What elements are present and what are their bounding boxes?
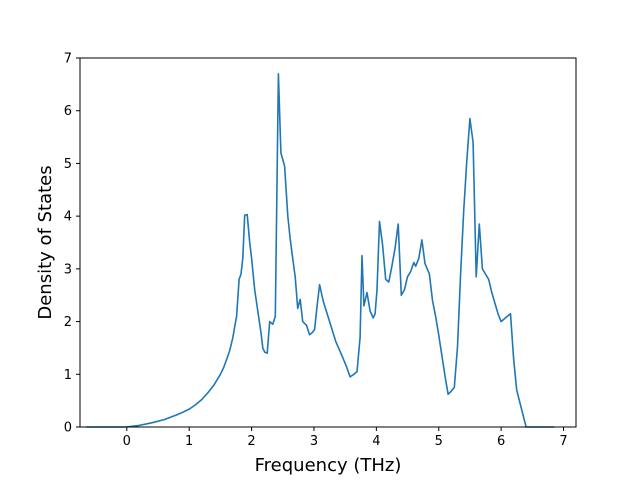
x-tick-label: 5 — [435, 434, 443, 449]
y-tick-label: 0 — [64, 421, 72, 436]
plot-area — [80, 58, 576, 427]
y-tick-label: 1 — [64, 368, 72, 383]
y-axis: 0 1 2 3 4 5 6 7 — [64, 52, 80, 436]
y-tick-label: 4 — [64, 210, 72, 225]
dos-series-line — [86, 73, 555, 428]
x-tick-label: 6 — [497, 434, 505, 449]
y-tick-label: 6 — [64, 104, 72, 119]
y-axis-label: Density of States — [35, 165, 56, 319]
x-axis-label: Frequency (THz) — [255, 455, 402, 476]
y-tick-label: 7 — [64, 52, 72, 67]
y-tick-label: 5 — [64, 157, 72, 172]
x-axis: 0 1 2 3 4 5 6 7 — [123, 427, 568, 449]
y-tick-label: 3 — [64, 262, 72, 277]
x-tick-label: 1 — [185, 434, 193, 449]
x-tick-label: 0 — [123, 434, 131, 449]
x-tick-label: 3 — [310, 434, 318, 449]
plot-frame — [79, 57, 577, 428]
y-tick-label: 2 — [64, 315, 72, 330]
x-tick-label: 7 — [559, 434, 567, 449]
x-tick-label: 4 — [372, 434, 380, 449]
x-tick-label: 2 — [247, 434, 255, 449]
